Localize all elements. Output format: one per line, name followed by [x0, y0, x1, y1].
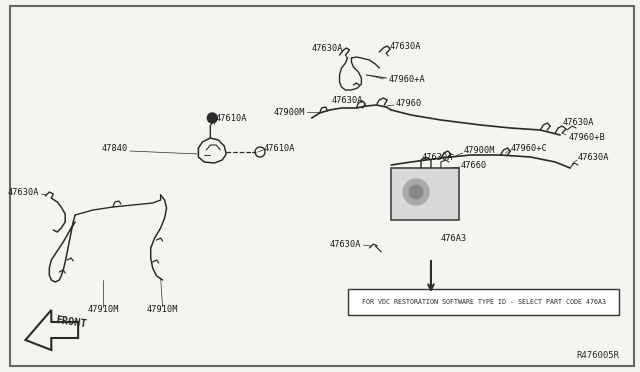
Circle shape [207, 113, 218, 123]
Circle shape [403, 179, 429, 205]
Text: 47910M: 47910M [147, 305, 179, 314]
Text: 47840: 47840 [102, 144, 128, 153]
Text: 476A3: 476A3 [441, 234, 467, 243]
Text: R476005R: R476005R [577, 351, 620, 360]
FancyBboxPatch shape [391, 168, 459, 220]
Text: 47630A: 47630A [332, 96, 364, 105]
Text: 47630A: 47630A [389, 42, 420, 51]
FancyBboxPatch shape [348, 289, 619, 315]
Text: 47660: 47660 [461, 160, 487, 170]
Text: 47960+C: 47960+C [511, 144, 547, 153]
Text: 47630A: 47630A [421, 153, 453, 161]
Text: 47960+A: 47960+A [388, 74, 425, 83]
Text: 47900M: 47900M [273, 108, 305, 116]
Text: 47630A: 47630A [562, 118, 594, 126]
Text: 47960: 47960 [395, 99, 421, 108]
Text: 47630A: 47630A [330, 240, 362, 248]
Text: 47610A: 47610A [264, 144, 296, 153]
Text: 47960+B: 47960+B [568, 132, 605, 141]
Text: 47630A: 47630A [312, 44, 344, 52]
Text: 47610A: 47610A [215, 113, 247, 122]
Text: 47900M: 47900M [464, 145, 495, 154]
Text: 47630A: 47630A [8, 187, 40, 196]
Text: 47630A: 47630A [578, 153, 609, 161]
Text: FRONT: FRONT [55, 315, 88, 329]
Text: 47910M: 47910M [87, 305, 119, 314]
Circle shape [409, 185, 423, 199]
Text: FOR VDC RESTORATION SOFTWARE TYPE ID - SELECT PART CODE 476A3: FOR VDC RESTORATION SOFTWARE TYPE ID - S… [362, 299, 605, 305]
